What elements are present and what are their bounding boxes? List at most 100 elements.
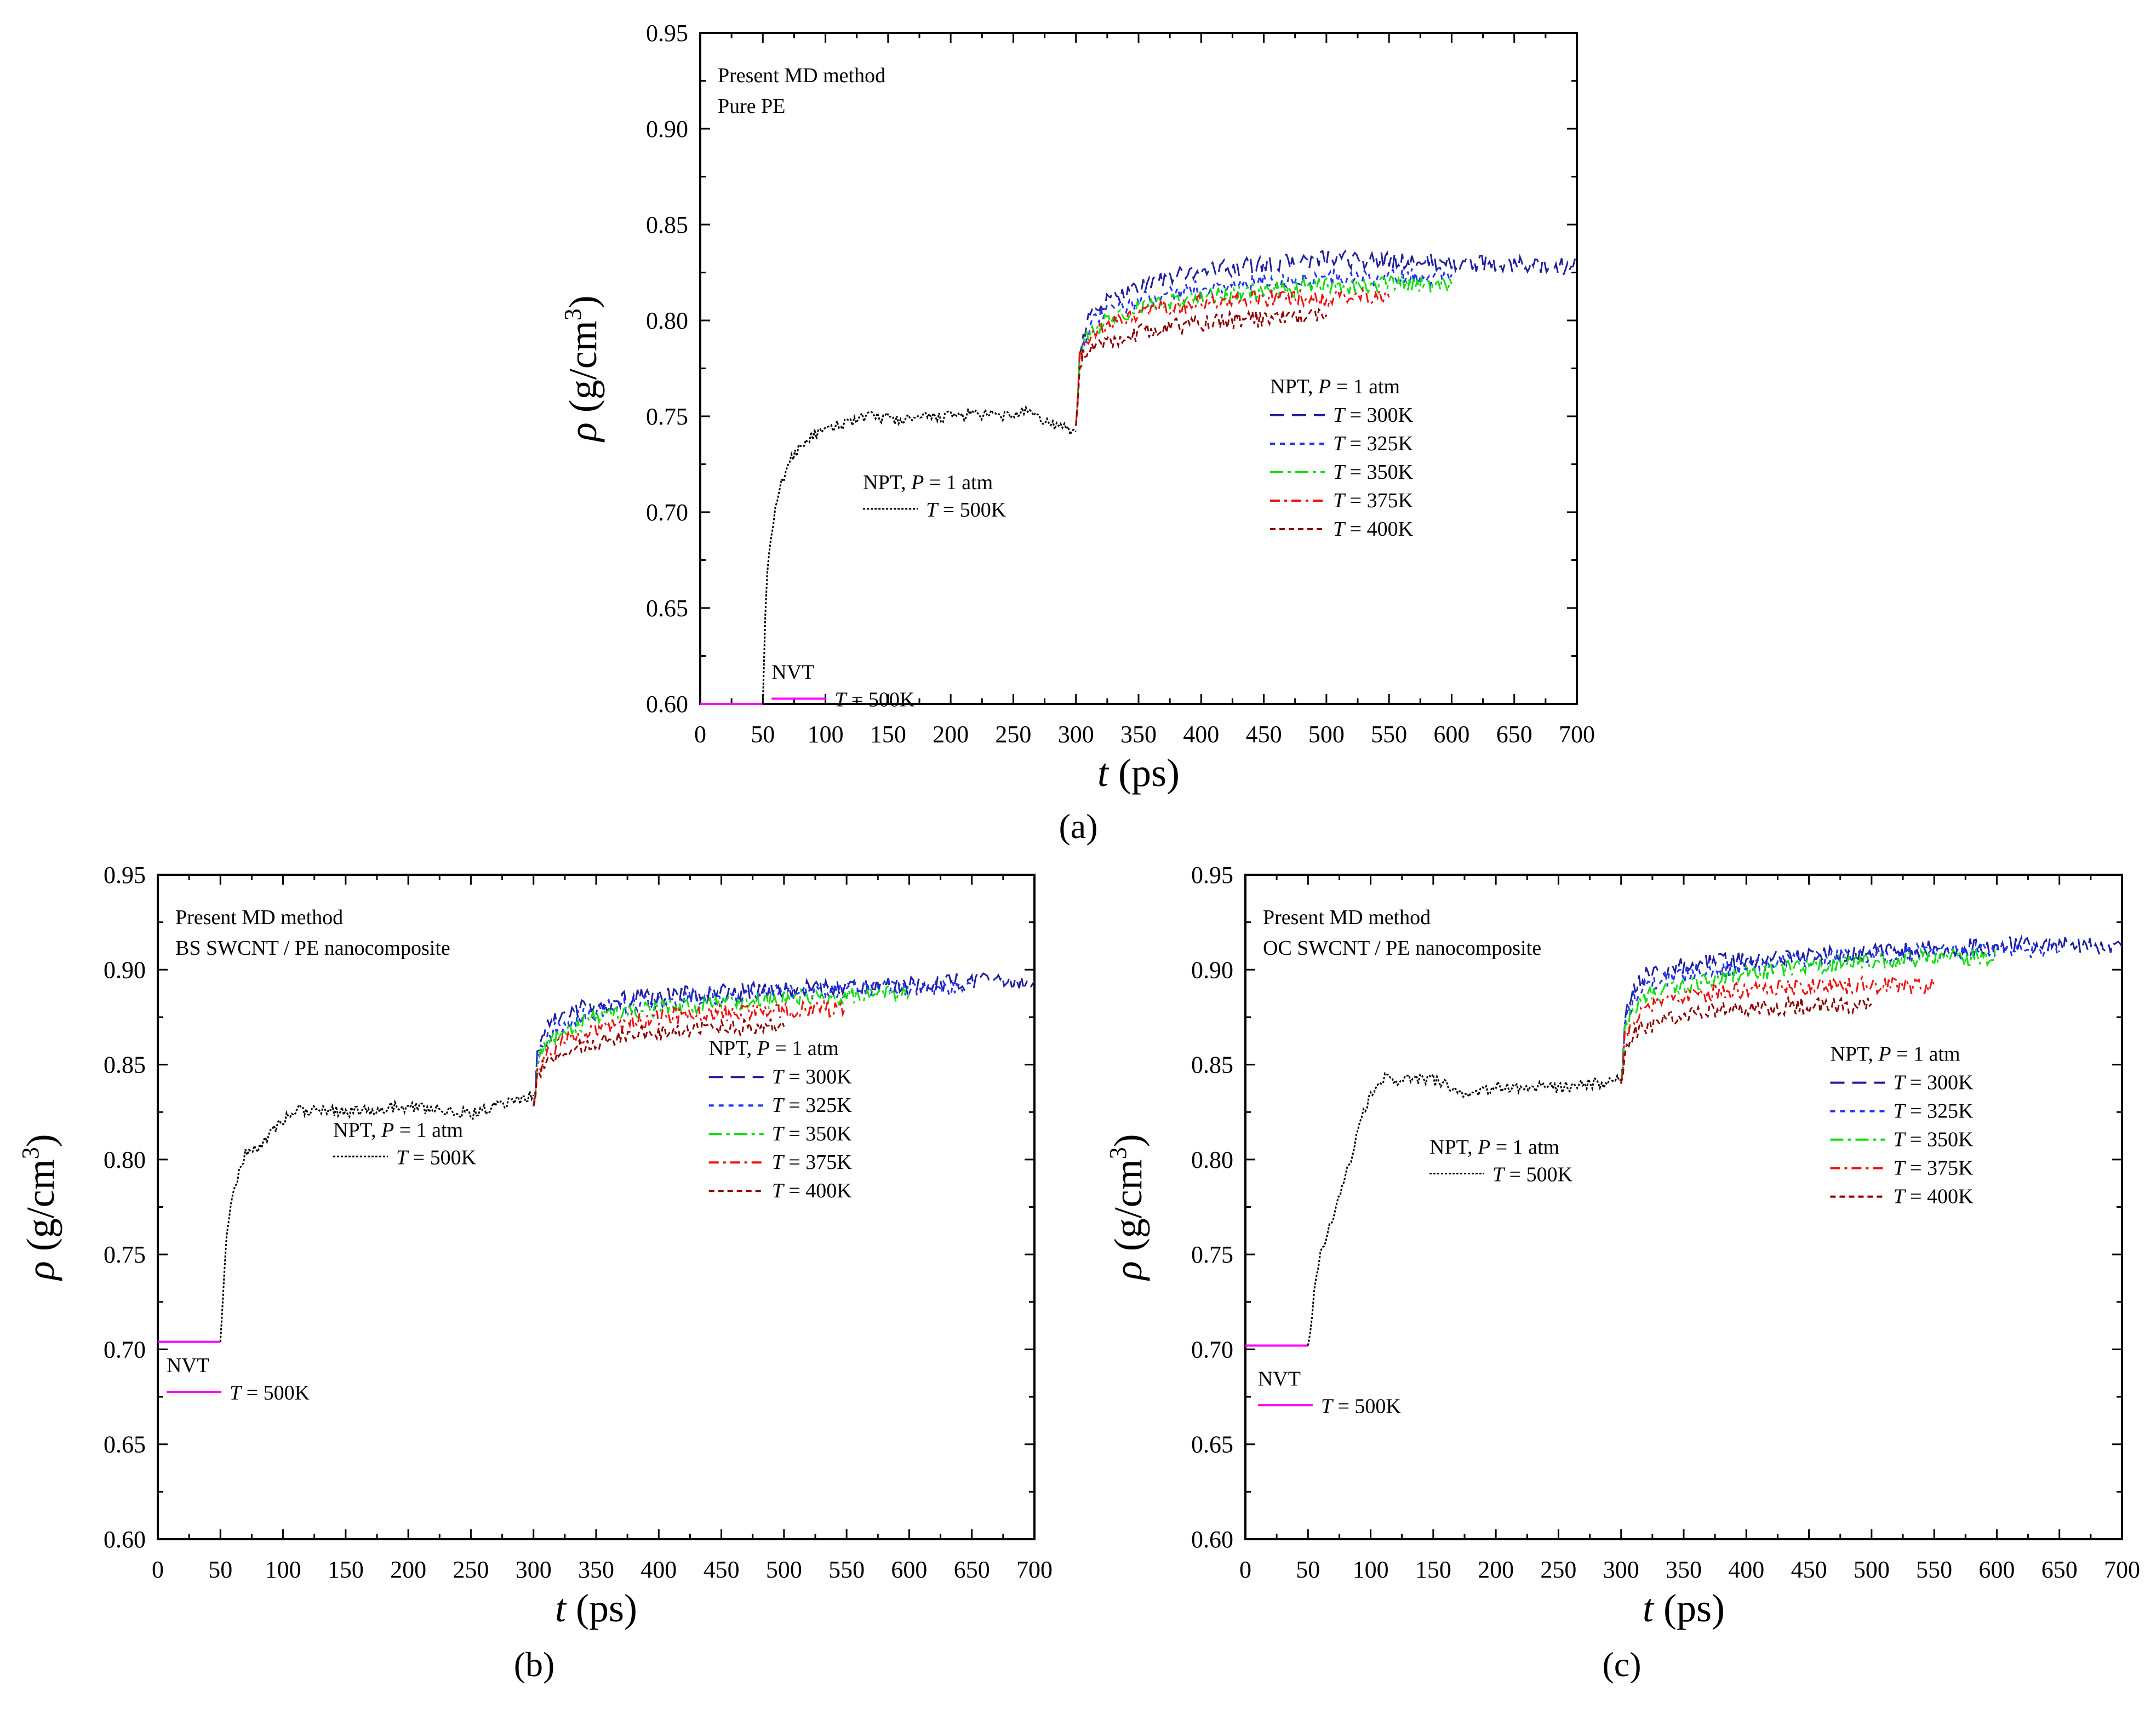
x-tick-label: 0 bbox=[1239, 1556, 1251, 1583]
y-tick-label: 0.60 bbox=[646, 691, 688, 718]
series-line bbox=[1620, 934, 2123, 1084]
nvt-label: NVT bbox=[771, 661, 814, 684]
x-tick-label: 250 bbox=[1540, 1556, 1576, 1583]
series-line bbox=[219, 1091, 535, 1342]
plot-frame bbox=[157, 874, 1036, 1540]
x-tick-label: 700 bbox=[1016, 1556, 1053, 1583]
x-tick-label: 200 bbox=[1478, 1556, 1514, 1583]
y-axis-label: ρ (g/cm3) bbox=[1105, 1134, 1150, 1281]
series-line bbox=[1620, 947, 1998, 1084]
npt500-legend-label: T = 500K bbox=[1492, 1163, 1573, 1186]
y-tick-label: 0.90 bbox=[1191, 956, 1233, 983]
x-tick-label: 300 bbox=[1058, 721, 1094, 748]
x-tick-label: 150 bbox=[328, 1556, 364, 1583]
series-line bbox=[1075, 267, 1452, 426]
panel-caption: (a) bbox=[1059, 807, 1097, 846]
y-axis-label: ρ (g/cm3) bbox=[559, 295, 605, 443]
x-tick-label: 400 bbox=[1183, 721, 1219, 748]
legend-label-325K: T = 325K bbox=[1893, 1100, 1974, 1123]
plot-frame bbox=[699, 32, 1578, 705]
y-tick-label: 0.85 bbox=[104, 1052, 146, 1079]
y-tick-label: 0.95 bbox=[104, 862, 146, 888]
x-tick-label: 450 bbox=[1791, 1556, 1827, 1583]
x-tick-label: 0 bbox=[152, 1556, 164, 1583]
legend-label-325K: T = 325K bbox=[1333, 432, 1414, 455]
x-axis-label: t (ps) bbox=[555, 1586, 637, 1630]
series-line bbox=[1075, 307, 1328, 426]
npt500-label: NPT, P = 1 atm bbox=[333, 1119, 463, 1142]
panel-c: 0 50 100 150 200 250 300 350 400 450 500 550 600 650 7… bbox=[1105, 862, 2140, 1684]
x-tick-label: 200 bbox=[933, 721, 969, 748]
nvt-label: NVT bbox=[1258, 1367, 1301, 1390]
legend-label-300K: T = 300K bbox=[1893, 1071, 1974, 1094]
y-tick-label: 0.75 bbox=[646, 403, 688, 430]
y-tick-label: 0.70 bbox=[104, 1336, 146, 1363]
nvt-legend-label: T = 500K bbox=[834, 689, 915, 712]
annotation-material: Pure PE bbox=[718, 95, 786, 118]
y-tick-label: 0.95 bbox=[646, 20, 688, 47]
x-tick-label: 400 bbox=[1728, 1556, 1764, 1583]
x-tick-label: 250 bbox=[995, 721, 1031, 748]
x-tick-label: 100 bbox=[265, 1556, 301, 1583]
x-tick-label: 650 bbox=[1496, 721, 1532, 748]
y-tick-label: 0.90 bbox=[104, 956, 146, 983]
x-tick-label: 300 bbox=[516, 1556, 552, 1583]
y-tick-label: 0.70 bbox=[646, 499, 688, 526]
y-tick-label: 0.60 bbox=[1191, 1526, 1233, 1553]
y-tick-label: 0.75 bbox=[104, 1241, 146, 1268]
legend-label-300K: T = 300K bbox=[772, 1065, 853, 1088]
annotation-material: OC SWCNT / PE nanocomposite bbox=[1263, 937, 1541, 960]
series-line bbox=[1075, 249, 1578, 426]
panel-caption: (b) bbox=[514, 1645, 555, 1684]
x-tick-label: 650 bbox=[954, 1556, 990, 1583]
legend-label-375K: T = 375K bbox=[1333, 489, 1414, 512]
x-tick-label: 650 bbox=[2041, 1556, 2078, 1583]
legend-label-400K: T = 400K bbox=[1893, 1185, 1974, 1208]
x-tick-label: 450 bbox=[704, 1556, 740, 1583]
y-tick-label: 0.60 bbox=[104, 1526, 146, 1553]
x-tick-label: 500 bbox=[1308, 721, 1345, 748]
nvt-label: NVT bbox=[167, 1354, 209, 1377]
series-group bbox=[1245, 934, 2123, 1347]
x-axis-label: t (ps) bbox=[1097, 751, 1180, 795]
annotation-method: Present MD method bbox=[1263, 906, 1431, 929]
x-tick-label: 0 bbox=[694, 721, 706, 748]
npt500-label: NPT, P = 1 atm bbox=[1429, 1135, 1559, 1159]
series-group bbox=[700, 249, 1578, 705]
x-tick-label: 50 bbox=[1296, 1556, 1320, 1583]
x-tick-label: 700 bbox=[2104, 1556, 2140, 1583]
y-tick-label: 0.95 bbox=[1191, 862, 1233, 888]
x-tick-label: 550 bbox=[828, 1556, 865, 1583]
y-tick-label: 0.90 bbox=[646, 116, 688, 142]
x-tick-label: 100 bbox=[1353, 1556, 1389, 1583]
series-line bbox=[533, 979, 973, 1106]
x-tick-label: 700 bbox=[1559, 721, 1595, 748]
series-line bbox=[762, 404, 1077, 704]
npt500-label: NPT, P = 1 atm bbox=[863, 471, 993, 494]
annotation-material: BS SWCNT / PE nanocomposite bbox=[175, 937, 450, 960]
panel-caption: (c) bbox=[1602, 1645, 1641, 1684]
legend-label-350K: T = 350K bbox=[1893, 1128, 1974, 1151]
series-line bbox=[533, 971, 1036, 1106]
y-tick-label: 0.80 bbox=[104, 1146, 146, 1173]
series-line bbox=[533, 999, 848, 1107]
x-tick-label: 500 bbox=[766, 1556, 802, 1583]
series-line bbox=[1620, 975, 1935, 1084]
x-tick-label: 250 bbox=[453, 1556, 489, 1583]
npt500-legend-label: T = 500K bbox=[396, 1146, 477, 1169]
legend-label-350K: T = 350K bbox=[1333, 461, 1414, 484]
series-line bbox=[1620, 995, 1872, 1084]
npt-legend-title: NPT, P = 1 atm bbox=[1270, 375, 1400, 398]
x-tick-label: 350 bbox=[1666, 1556, 1702, 1583]
x-tick-label: 600 bbox=[1433, 721, 1469, 748]
x-tick-label: 350 bbox=[578, 1556, 614, 1583]
legend-label-375K: T = 375K bbox=[1893, 1157, 1974, 1180]
legend-label-325K: T = 325K bbox=[772, 1094, 853, 1117]
x-tick-label: 150 bbox=[870, 721, 906, 748]
plot-frame bbox=[1244, 874, 2123, 1540]
x-axis-label: t (ps) bbox=[1643, 1586, 1725, 1630]
x-tick-label: 450 bbox=[1246, 721, 1282, 748]
panel-a: 0 50 100 150 200 250 300 350 400 450 500 550 600 650 7… bbox=[559, 20, 1595, 846]
nvt-legend-label: T = 500K bbox=[1321, 1395, 1402, 1418]
npt-legend-title: NPT, P = 1 atm bbox=[709, 1037, 839, 1060]
